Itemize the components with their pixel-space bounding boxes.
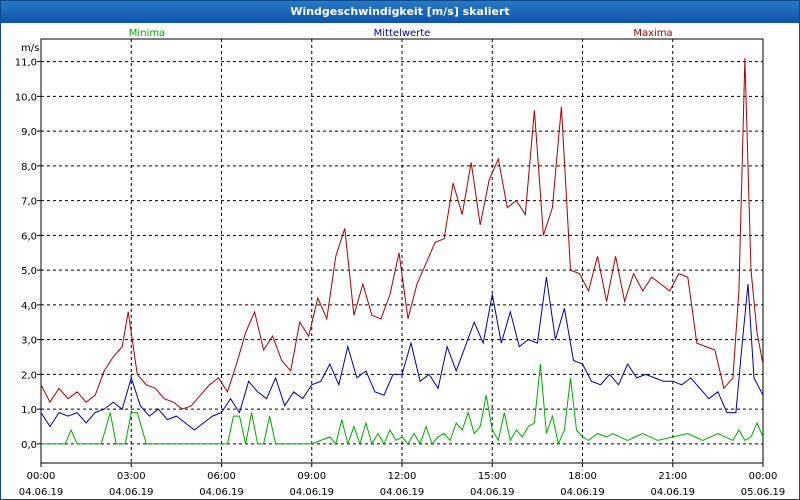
y-axis-unit: m/s: [21, 43, 39, 54]
x-tick-time: 15:00: [478, 471, 507, 482]
x-tick-time: 00:00: [27, 471, 56, 482]
legend-maxima: Maxima: [633, 28, 672, 39]
y-tick-label: 6,0: [21, 231, 37, 242]
legend-minima: Minima: [129, 28, 165, 39]
x-tick-date: 04.06.19: [380, 487, 425, 498]
series-line-minima: [41, 363, 764, 446]
window-title: Windgeschwindigkeit [m/s] skaliert: [1, 1, 799, 23]
y-tick-label: 3,0: [21, 336, 37, 347]
series-line-maxima: [40, 58, 764, 410]
x-tick-date: 04.06.19: [470, 487, 515, 498]
x-tick-time: 03:00: [117, 471, 146, 482]
x-tick-date: 04.06.19: [289, 487, 334, 498]
x-tick-time: 21:00: [658, 471, 687, 482]
y-tick-label: 2,0: [21, 370, 37, 381]
x-tick-date: 04.06.19: [19, 487, 64, 498]
x-tick-time: 00:00: [749, 471, 778, 482]
x-tick-time: 09:00: [297, 471, 326, 482]
y-tick-label: 11,0: [15, 58, 37, 69]
y-tick-label: 8,0: [21, 162, 37, 173]
y-tick-label: 4,0: [21, 301, 37, 312]
y-tick-label: 7,0: [21, 197, 37, 208]
x-tick-date: 04.06.19: [199, 487, 244, 498]
y-tick-label: 10,0: [15, 92, 37, 103]
line-chart: 0,0 1,0 2,0 3,0 4,0 5,0 6,0 7,0 8,0 9,0 10,0 11,0 m/…: [15, 28, 786, 498]
legend-mittelwerte: Mittelwerte: [374, 28, 431, 39]
y-tick-label: 0,0: [21, 440, 37, 451]
x-tick-date: 04.06.19: [650, 487, 695, 498]
x-tick-time: 12:00: [388, 471, 417, 482]
x-tick-date: 05.06.19: [741, 487, 786, 498]
x-tick-date: 04.06.19: [560, 487, 605, 498]
x-tick-time: 06:00: [207, 471, 236, 482]
y-tick-label: 9,0: [21, 127, 37, 138]
x-tick-date: 04.06.19: [109, 487, 154, 498]
y-tick-label: 5,0: [21, 266, 37, 277]
series-line-mittelwerte: [40, 277, 764, 431]
x-tick-time: 18:00: [568, 471, 597, 482]
y-tick-label: 1,0: [21, 405, 37, 416]
